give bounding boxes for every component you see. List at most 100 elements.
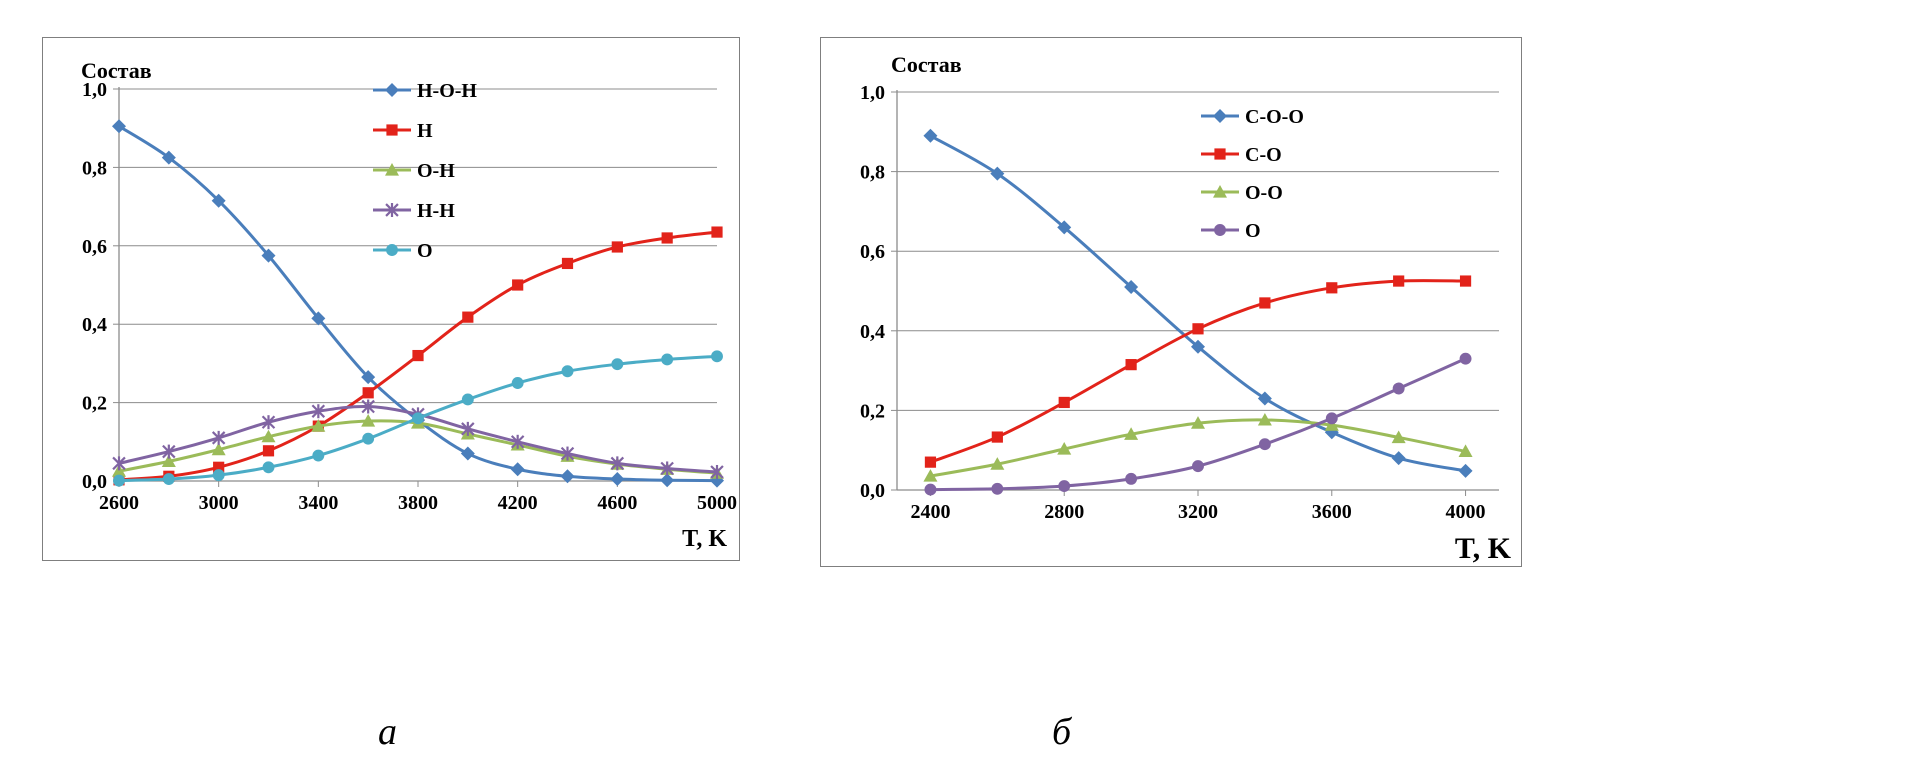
chart-a-data-point: [161, 454, 176, 467]
chart-b-data-point: [1459, 275, 1472, 287]
chart-a-xtick-label: 4200: [498, 492, 538, 514]
chart-b-data-point: [1458, 444, 1473, 457]
chart-b-data-point: [990, 166, 1005, 181]
chart-b-ytick-label: 0,0: [860, 480, 885, 502]
chart-a-xtick-label: 2600: [99, 492, 139, 514]
chart-a-caption: a: [378, 711, 397, 753]
chart-a-data-point: [362, 387, 374, 399]
chart-a-legend-marker: [385, 203, 399, 217]
chart-a-ytick-label: 0,2: [82, 393, 107, 415]
chart-a-ytick-label: 0,4: [82, 314, 107, 336]
chart-a-data-point: [212, 469, 225, 482]
chart-b-data-point: [1391, 430, 1406, 444]
chart-a-xtick-label: 3800: [398, 492, 438, 514]
chart-a-xtick-label: 3400: [298, 492, 338, 514]
chart-b-xlabel: T, K: [1455, 532, 1512, 565]
chart-a-data-point: [162, 444, 176, 459]
chart-a-data-point: [261, 415, 276, 430]
chart-a-series-4: [113, 244, 723, 487]
chart-a-data-point: [211, 193, 226, 208]
chart-a-data-point: [311, 404, 326, 419]
chart-b-data-point: [1124, 280, 1139, 295]
chart-a-data-point: [261, 248, 276, 263]
chart-a-data-point: [561, 257, 574, 270]
chart-b-data-point: [1058, 396, 1070, 409]
chart-b-legend-label: O: [1245, 220, 1261, 242]
chart-b-series-0: [923, 109, 1473, 478]
chart-a-data-point: [660, 473, 675, 488]
chart-b-data-point: [1393, 275, 1405, 287]
chart-a-data-point: [510, 462, 525, 477]
chart-a-data-point: [261, 429, 276, 443]
chart-a-series-0: [112, 83, 724, 488]
chart-b-data-point: [1125, 472, 1138, 485]
chart-b-data-point: [1324, 418, 1339, 431]
chart-a-data-point: [710, 464, 724, 479]
chart-a-data-point: [711, 226, 723, 238]
chart-b-legend-label: O-O: [1245, 182, 1283, 204]
chart-a-xtick-label: 3000: [199, 492, 239, 514]
chart-b-legend-marker: [1213, 109, 1227, 123]
chart-a-svg: 0,0 0,2 0,4 0,6 0,8 1,0 2600 3000 3400 3800 4200 46…: [81, 58, 737, 552]
chart-b-xtick-label: 2800: [1044, 501, 1084, 523]
chart-b-data-point: [1392, 382, 1405, 395]
chart-panel-a: 0,0 0,2 0,4 0,6 0,8 1,0 2600 3000 3400 3800 4200 46…: [42, 37, 740, 561]
chart-a-xlabel: T, K: [682, 526, 727, 552]
chart-b-data-point: [1192, 323, 1204, 335]
chart-a-legend-label: H-H: [417, 200, 455, 222]
chart-a-legend-label: H: [417, 120, 433, 142]
chart-b-ytick-label: 1,0: [860, 82, 885, 104]
chart-a-ytick-label: 0,0: [82, 471, 107, 493]
chart-b-data-point: [991, 482, 1004, 495]
chart-a-data-point: [561, 365, 574, 378]
chart-b-data-point: [1257, 412, 1272, 426]
chart-a-data-point: [461, 393, 474, 406]
chart-b-data-point: [924, 483, 937, 496]
chart-b-legend-marker: [1214, 224, 1226, 236]
chart-a-legend-marker: [385, 163, 399, 176]
chart-a-data-point: [112, 456, 126, 471]
chart-b-data-point: [1326, 282, 1338, 294]
chart-a-data-point: [511, 377, 524, 389]
chart-a-data-point: [661, 353, 674, 366]
chart-b-data-point: [1391, 451, 1406, 466]
chart-b-data-point: [924, 456, 937, 468]
chart-a-legend-label: O-H: [417, 160, 455, 182]
chart-a-xtick-label: 4600: [597, 492, 637, 514]
chart-a-legend-marker: [385, 83, 399, 97]
chart-b-legend-marker: [1213, 185, 1227, 198]
chart-a-data-point: [161, 150, 176, 165]
chart-b-data-point: [1057, 442, 1072, 455]
chart-b-data-point: [1191, 416, 1205, 429]
chart-b-xtick-label: 2400: [910, 501, 950, 523]
chart-a-data-point: [113, 474, 125, 487]
chart-b-series-1: [924, 148, 1472, 468]
chart-b-data-point: [1192, 460, 1204, 473]
chart-a-data-point: [660, 461, 674, 476]
chart-b-legend-marker: [1214, 148, 1226, 160]
chart-a-data-point: [361, 414, 376, 427]
chart-a-legend-marker: [386, 124, 398, 136]
chart-a-data-point: [112, 464, 126, 477]
chart-a-legend-label: O: [417, 240, 433, 262]
chart-a-data-point: [262, 445, 275, 457]
chart-a-data-point: [610, 456, 625, 471]
chart-b-data-point: [1325, 412, 1338, 425]
chart-a-data-point: [461, 421, 475, 436]
chart-b-data-point: [1124, 427, 1139, 440]
chart-a-data-point: [510, 434, 525, 449]
chart-a-ylabel: Состав: [81, 58, 152, 83]
chart-b-data-point: [923, 469, 938, 482]
chart-b-series-2: [923, 185, 1473, 482]
chart-a-data-point: [312, 449, 325, 462]
chart-a-data-point: [460, 446, 475, 461]
chart-b-legend-label: C-O-O: [1245, 106, 1304, 128]
chart-a-data-point: [611, 241, 623, 253]
chart-b-ytick-label: 0,8: [860, 162, 885, 184]
chart-b-data-point: [1459, 352, 1472, 365]
chart-a-data-point: [412, 349, 424, 362]
chart-b-ytick-label: 0,2: [860, 400, 885, 422]
chart-a-legend-marker: [386, 244, 398, 256]
chart-b-svg: 0,0 0,2 0,4 0,6 0,8 1,0 2400 2800 3200 3600 4000 Со…: [860, 52, 1512, 565]
chart-a-data-point: [311, 311, 326, 326]
